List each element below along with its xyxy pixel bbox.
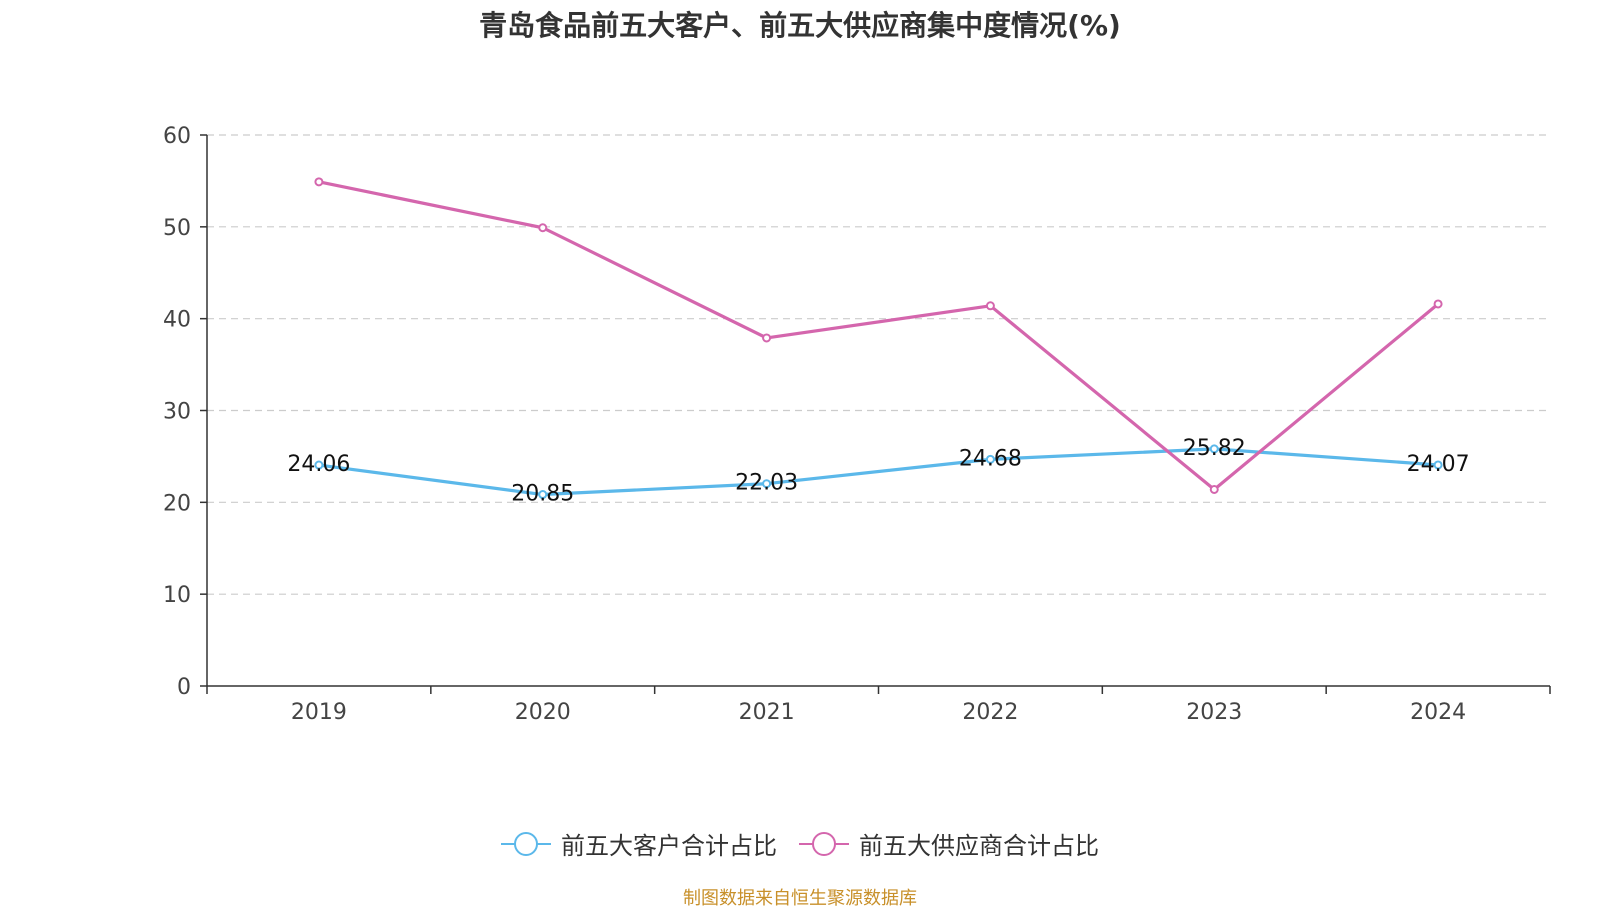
y-tick-label: 0 bbox=[177, 675, 191, 700]
data-point-1[interactable] bbox=[538, 223, 548, 233]
y-tick-label: 10 bbox=[163, 583, 191, 608]
x-tick-label: 2022 bbox=[962, 700, 1018, 725]
x-tick-label: 2020 bbox=[515, 700, 571, 725]
grid-lines bbox=[207, 134, 1550, 595]
legend-label-suppliers: 前五大供应商合计占比 bbox=[859, 832, 1099, 860]
data-point-0[interactable] bbox=[538, 490, 548, 500]
data-label: 22.03 bbox=[735, 471, 798, 496]
chart-title: 青岛食品前五大客户、前五大供应商集中度情况(%) bbox=[479, 9, 1121, 42]
legend-line-circle-icon bbox=[799, 831, 849, 856]
data-point-0[interactable] bbox=[314, 460, 324, 470]
x-tick-label: 2023 bbox=[1186, 700, 1242, 725]
data-point-0[interactable] bbox=[1433, 460, 1443, 470]
data-labels: 24.06 20.85 22.03 24.68 25.82 24.07 bbox=[287, 436, 1469, 507]
data-point-0[interactable] bbox=[762, 479, 772, 489]
series-line-1 bbox=[318, 180, 1440, 492]
y-tick-label: 60 bbox=[163, 124, 191, 149]
data-point-1[interactable] bbox=[1209, 484, 1219, 494]
legend-item-suppliers[interactable]: 前五大供应商合计占比 bbox=[799, 826, 1099, 861]
data-point-1[interactable] bbox=[1433, 299, 1443, 309]
y-tick-label: 30 bbox=[163, 400, 191, 425]
data-point-1[interactable] bbox=[985, 301, 995, 311]
series-layer bbox=[314, 177, 1443, 500]
data-point-0[interactable] bbox=[985, 454, 995, 464]
axes: 0 10 20 30 40 50 60 2019 2020 2021 2022 2023 2024 bbox=[163, 124, 1551, 725]
data-label: 20.85 bbox=[511, 482, 574, 507]
x-tick-label: 2019 bbox=[291, 700, 347, 725]
data-label: 24.07 bbox=[1407, 452, 1470, 477]
source-note: 制图数据来自恒生聚源数据库 bbox=[683, 888, 917, 909]
data-point-1[interactable] bbox=[314, 177, 324, 187]
y-tick-label: 20 bbox=[163, 491, 191, 516]
legend-item-customers[interactable]: 前五大客户合计占比 bbox=[501, 826, 777, 861]
y-tick-label: 50 bbox=[163, 216, 191, 241]
data-point-1[interactable] bbox=[762, 333, 772, 343]
y-tick-label: 40 bbox=[163, 308, 191, 333]
legend: 前五大客户合计占比 前五大供应商合计占比 bbox=[0, 826, 1600, 861]
x-tick-label: 2024 bbox=[1410, 700, 1466, 725]
legend-label-customers: 前五大客户合计占比 bbox=[561, 832, 777, 860]
x-tick-label: 2021 bbox=[739, 700, 795, 725]
data-label: 25.82 bbox=[1183, 436, 1246, 461]
data-label: 24.68 bbox=[959, 446, 1022, 471]
legend-line-circle-icon bbox=[501, 831, 551, 856]
data-point-0[interactable] bbox=[1209, 444, 1219, 454]
series-line-0 bbox=[318, 447, 1439, 497]
data-label: 24.06 bbox=[287, 452, 350, 477]
